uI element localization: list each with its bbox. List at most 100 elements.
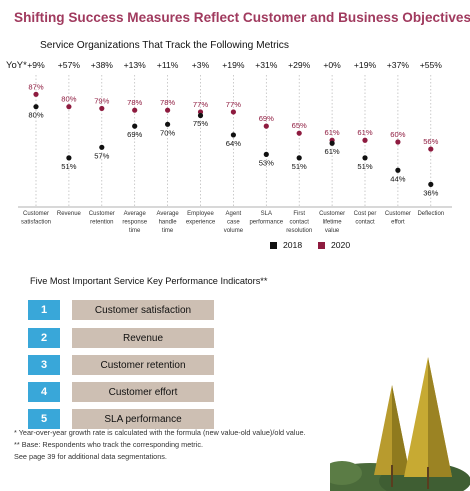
data-label-2020: 77% — [226, 100, 241, 109]
category-label: response — [122, 220, 147, 226]
tree-shape — [392, 385, 410, 475]
yoy-value: +55% — [420, 60, 443, 70]
category-label: time — [162, 228, 174, 234]
data-label-2020: 80% — [61, 95, 76, 104]
point-2018 — [329, 140, 335, 146]
data-label-2020: 77% — [193, 100, 208, 109]
legend-swatch-2020 — [318, 242, 325, 249]
category-label: Deflection — [417, 211, 444, 217]
data-label-2020: 69% — [259, 114, 274, 123]
bush-shape — [330, 461, 362, 485]
category-label: effort — [391, 220, 405, 226]
point-2020 — [132, 107, 138, 113]
point-2020 — [165, 107, 171, 113]
data-label-2020: 61% — [324, 128, 339, 137]
data-label-2020: 65% — [292, 121, 307, 130]
data-label-2018: 51% — [292, 162, 307, 171]
data-label-2020: 87% — [28, 82, 43, 91]
data-label-2018: 51% — [357, 162, 372, 171]
yoy-value: +37% — [387, 60, 410, 70]
category-label: case — [227, 220, 240, 226]
point-2020 — [66, 104, 72, 110]
category-label: First — [293, 211, 305, 217]
point-2018 — [132, 123, 138, 129]
kpi-label: Revenue — [72, 328, 214, 348]
point-2020 — [99, 105, 105, 112]
data-label-2018: 69% — [127, 130, 142, 139]
data-label-2018: 75% — [193, 119, 208, 128]
data-label-2018: 64% — [226, 139, 241, 148]
data-label-2018: 51% — [61, 162, 76, 171]
decorative-trees-illustration — [330, 357, 470, 491]
legend-swatch-2018 — [270, 242, 277, 249]
category-label: Customer — [319, 211, 345, 217]
point-2020 — [230, 109, 236, 115]
yoy-value: +31% — [255, 60, 278, 70]
yoy-value: +19% — [354, 60, 377, 70]
yoy-value: +3% — [192, 60, 210, 70]
footnote-base: ** Base: Respondents who track the corre… — [14, 440, 204, 449]
metrics-dot-chart: YoY* +9% Customer satisfaction +57% Revenue +3… — [6, 60, 452, 250]
yoy-value: +57% — [58, 60, 81, 70]
yoy-label: YoY* — [6, 60, 27, 71]
point-2018 — [197, 112, 204, 119]
category-label: lifetime — [323, 220, 343, 226]
tree-shape — [428, 357, 452, 477]
category-label: satisfaction — [21, 220, 51, 226]
data-label-2018: 61% — [324, 147, 339, 156]
footnote-see-page: See page 39 for additional data segmenta… — [14, 452, 167, 461]
point-2018 — [33, 104, 39, 110]
point-2020 — [296, 130, 302, 136]
point-2018 — [99, 144, 105, 150]
point-2018 — [263, 151, 269, 157]
chart-subtitle: Service Organizations That Track the Fol… — [40, 40, 289, 51]
point-2018 — [428, 181, 434, 187]
category-label: contact — [290, 220, 310, 226]
data-label-2018: 70% — [160, 128, 175, 137]
point-2018 — [362, 155, 368, 161]
category-label: volume — [224, 228, 244, 234]
data-label-2020: 61% — [357, 128, 372, 137]
data-label-2018: 44% — [390, 174, 405, 183]
category-label: Employee — [187, 211, 214, 217]
category-label: Average — [124, 211, 147, 217]
legend-label-2018: 2018 — [283, 240, 302, 250]
data-label-2020: 60% — [390, 130, 405, 139]
kpi-label: SLA performance — [72, 409, 214, 429]
category-label: contact — [355, 220, 375, 226]
category-label: time — [129, 228, 141, 234]
data-label-2018: 36% — [423, 188, 438, 197]
yoy-value: +9% — [27, 60, 45, 70]
footnotes: * Year-over-year growth rate is calculat… — [14, 427, 306, 463]
data-label-2018: 53% — [259, 158, 274, 167]
footnote-yoy: * Year-over-year growth rate is calculat… — [14, 428, 306, 437]
yoy-value: +11% — [157, 60, 179, 70]
category-label: Customer — [385, 211, 411, 217]
category-label: retention — [90, 220, 113, 226]
data-label-2020: 78% — [127, 98, 142, 107]
data-label-2020: 79% — [94, 96, 109, 105]
kpi-rank-badge: 2 — [28, 328, 60, 348]
point-2018 — [296, 155, 302, 161]
kpi-title: Five Most Important Service Key Performa… — [30, 276, 268, 286]
category-label: SLA — [261, 211, 272, 217]
data-label-2018: 80% — [28, 111, 43, 120]
point-2018 — [395, 167, 401, 173]
category-label: Revenue — [57, 211, 82, 217]
yoy-value: +29% — [288, 60, 311, 70]
point-2018 — [66, 155, 72, 161]
kpi-rank-badge: 1 — [28, 300, 60, 320]
data-label-2020: 78% — [160, 98, 175, 107]
category-label: performance — [249, 220, 283, 226]
page-title: Shifting Success Measures Reflect Custom… — [14, 10, 470, 25]
point-2018 — [230, 132, 236, 138]
yoy-value: +0% — [323, 60, 341, 70]
kpi-rank-badge: 4 — [28, 382, 60, 402]
category-label: value — [325, 228, 340, 234]
yoy-value: +13% — [124, 60, 147, 70]
data-label-2018: 57% — [94, 151, 109, 160]
legend-label-2020: 2020 — [331, 240, 350, 250]
category-label: Average — [156, 211, 179, 217]
kpi-rank-badge: 5 — [28, 409, 60, 429]
yoy-value: +19% — [222, 60, 245, 70]
